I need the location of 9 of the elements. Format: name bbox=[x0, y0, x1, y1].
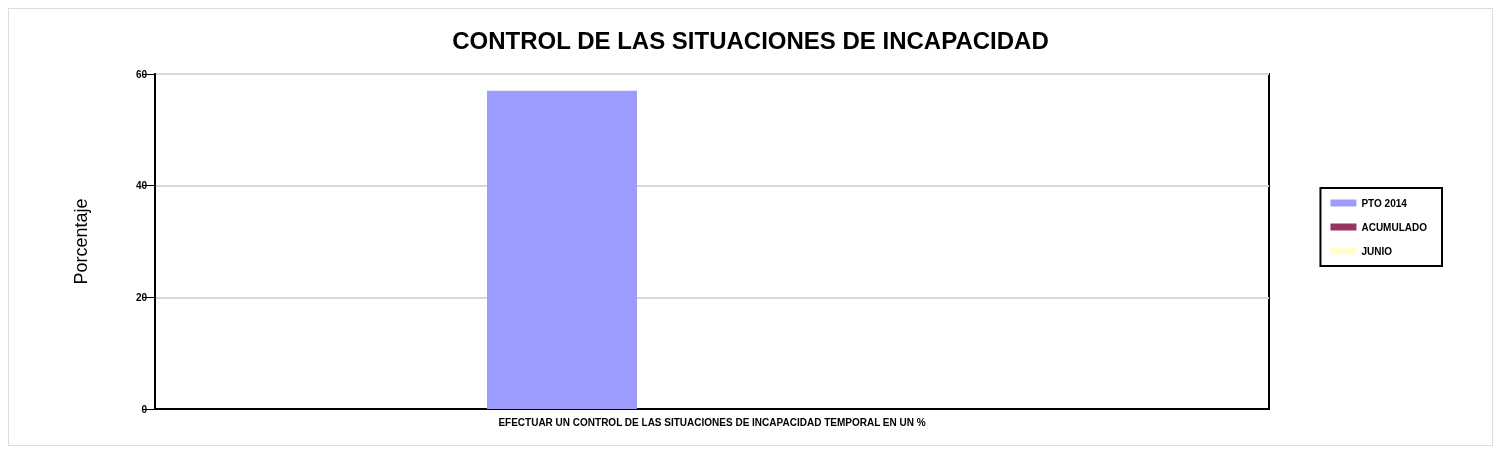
legend-label: JUNIO bbox=[1361, 245, 1393, 257]
y-tick-label: 60 bbox=[135, 68, 148, 80]
legend-label: PTO 2014 bbox=[1361, 197, 1408, 209]
y-axis-title: Porcentaje bbox=[71, 198, 91, 285]
y-tick-label: 40 bbox=[135, 180, 148, 192]
legend-label: ACUMULADO bbox=[1361, 221, 1428, 233]
chart-title: CONTROL DE LAS SITUACIONES DE INCAPACIDAD bbox=[452, 26, 1049, 54]
y-tick-label: 20 bbox=[135, 291, 148, 303]
x-tick-label: EFECTUAR UN CONTROL DE LAS SITUACIONES DE INCAPACIDAD TEMPORAL EN UN % bbox=[498, 416, 926, 428]
